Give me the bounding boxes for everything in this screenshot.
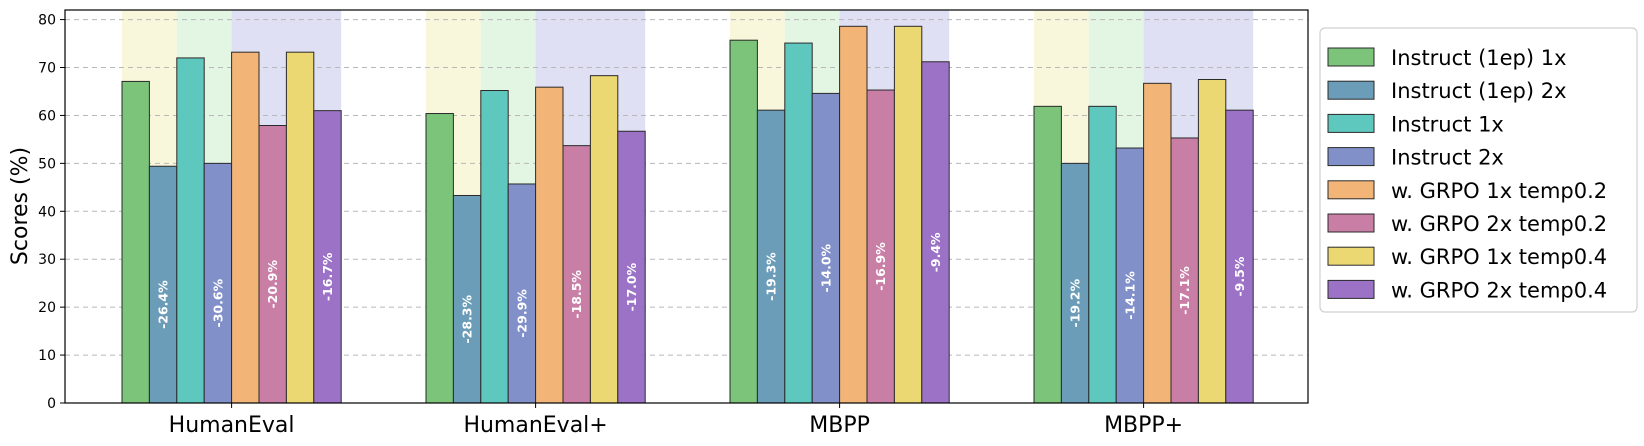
bars: [121, 25, 1254, 404]
bar-annotation: -28.3%: [460, 294, 475, 343]
legend-entry: Instruct (1ep) 1x: [1391, 46, 1567, 70]
bar: [452, 194, 482, 404]
legend-entry: w. GRPO 1x temp0.2: [1391, 179, 1607, 203]
legend-swatch: [1327, 279, 1375, 299]
bar-annotation: -30.6%: [210, 278, 225, 327]
bar: [1033, 105, 1062, 404]
bar-annotation: -14.1%: [1122, 271, 1137, 320]
bar: [121, 80, 150, 404]
bar-annotation: -17.1%: [1177, 266, 1192, 315]
legend-frame: [1319, 27, 1638, 313]
legend-swatch: [1327, 80, 1375, 100]
legend-swatch: [1327, 246, 1375, 266]
bar-annotation: -9.4%: [928, 232, 943, 272]
y-tick-label: 20: [38, 300, 56, 316]
bar: [617, 130, 646, 404]
bar: [729, 39, 758, 404]
bar: [313, 110, 342, 404]
bar: [285, 51, 315, 404]
bar-annotation: -19.2%: [1068, 278, 1083, 327]
legend-swatch: [1327, 213, 1375, 233]
legend-swatch: [1327, 113, 1375, 133]
y-tick-label: 0: [47, 396, 56, 412]
bar-annotation: -18.5%: [569, 270, 584, 319]
bar-annotation: -16.7%: [320, 252, 335, 301]
legend-entry: w. GRPO 2x temp0.4: [1391, 278, 1607, 302]
x-axis: HumanEval HumanEval+ MBPP MBPP+: [169, 403, 1183, 438]
bar-annotation: -19.3%: [764, 252, 779, 301]
bar: [1060, 162, 1090, 404]
x-tick-label: HumanEval: [169, 413, 295, 438]
bar: [921, 61, 950, 404]
y-axis: 0 10 20 30 40 50 60 70 80: [38, 13, 65, 412]
y-tick-label: 30: [38, 252, 56, 268]
y-tick-label: 40: [38, 204, 56, 220]
bar: [1197, 78, 1227, 404]
bar: [1225, 109, 1254, 404]
plot-frame: [64, 9, 1309, 404]
bar-annotation: -26.4%: [156, 280, 171, 329]
bar: [1088, 105, 1117, 404]
bar: [893, 25, 923, 404]
y-tick-label: 70: [38, 61, 56, 77]
bar: [258, 125, 287, 404]
legend-swatch: [1327, 47, 1375, 67]
bar-annotation: -9.5%: [1232, 256, 1247, 296]
bar: [756, 109, 786, 404]
x-tick-label: MBPP: [809, 413, 870, 438]
bar: [1143, 82, 1172, 404]
bar-annotation: -20.9%: [265, 260, 280, 309]
y-tick-label: 50: [38, 156, 56, 172]
bar: [784, 42, 813, 404]
bar: [480, 90, 509, 404]
y-tick-label: 10: [38, 348, 56, 364]
legend-entry: w. GRPO 2x temp0.2: [1391, 212, 1607, 236]
bar: [1115, 147, 1145, 404]
bar: [839, 25, 868, 404]
bar-annotation: -16.9%: [873, 242, 888, 291]
legend-entry: w. GRPO 1x temp0.4: [1391, 245, 1607, 269]
bar-annotation: -17.0%: [624, 262, 639, 311]
bar: [176, 57, 205, 404]
y-tick-label: 60: [38, 108, 56, 124]
bar: [231, 51, 260, 404]
legend-entry: Instruct 1x: [1391, 112, 1504, 136]
bar-annotation: -14.0%: [818, 243, 833, 292]
legend-entry: Instruct 2x: [1391, 146, 1504, 170]
bar: [589, 75, 619, 404]
bar: [425, 113, 454, 404]
bar-annotations: -26.4% -28.3% -19.3% -19.2% -30.6% -29.9% -14.…: [156, 232, 1247, 344]
legend-entry: Instruct (1ep) 2x: [1391, 79, 1567, 103]
bar: [203, 162, 233, 404]
y-tick-label: 80: [38, 13, 56, 29]
legend: Instruct (1ep) 1x Instruct (1ep) 2x Instru…: [1319, 27, 1638, 313]
legend-swatch: [1327, 147, 1375, 167]
bar-annotation: -29.9%: [514, 289, 529, 338]
x-tick-label: HumanEval+: [463, 413, 607, 438]
bar: [535, 86, 564, 404]
legend-swatch: [1327, 180, 1375, 200]
y-axis-label: Scores (%): [8, 147, 33, 265]
x-tick-label: MBPP+: [1104, 413, 1183, 438]
